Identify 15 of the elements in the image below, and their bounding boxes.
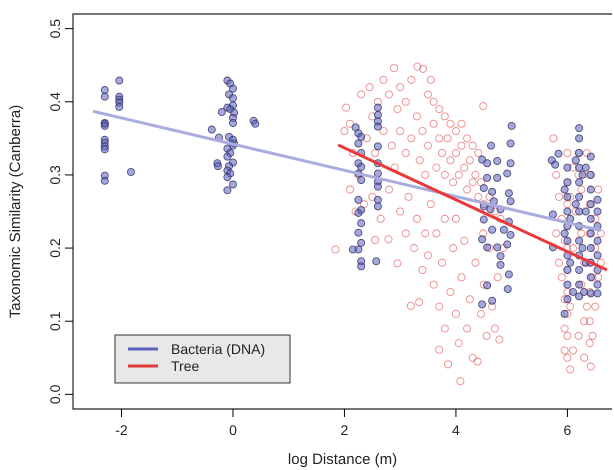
y-tick-label: 0.5 <box>46 18 63 38</box>
y-tick-label: 0.0 <box>46 384 63 404</box>
x-tick-label: 6 <box>564 422 572 438</box>
x-tick-label: 4 <box>452 422 460 438</box>
y-tick-label: 0.4 <box>46 92 63 112</box>
x-tick-label: 0 <box>229 422 238 438</box>
legend-label: Tree <box>171 358 200 374</box>
y-tick-label: 0.3 <box>46 164 63 185</box>
x-tick-label: 2 <box>340 422 349 438</box>
y-tick-label: 0.2 <box>46 238 63 258</box>
x-axis-title: log Distance (m) <box>288 451 398 468</box>
y-axis-title: Taxonomic Similarity (Canberra) <box>7 104 24 318</box>
x-tick-label: -2 <box>115 422 128 438</box>
legend-label: Bacteria (DNA) <box>171 340 266 357</box>
y-tick-label: 0.1 <box>46 311 63 331</box>
